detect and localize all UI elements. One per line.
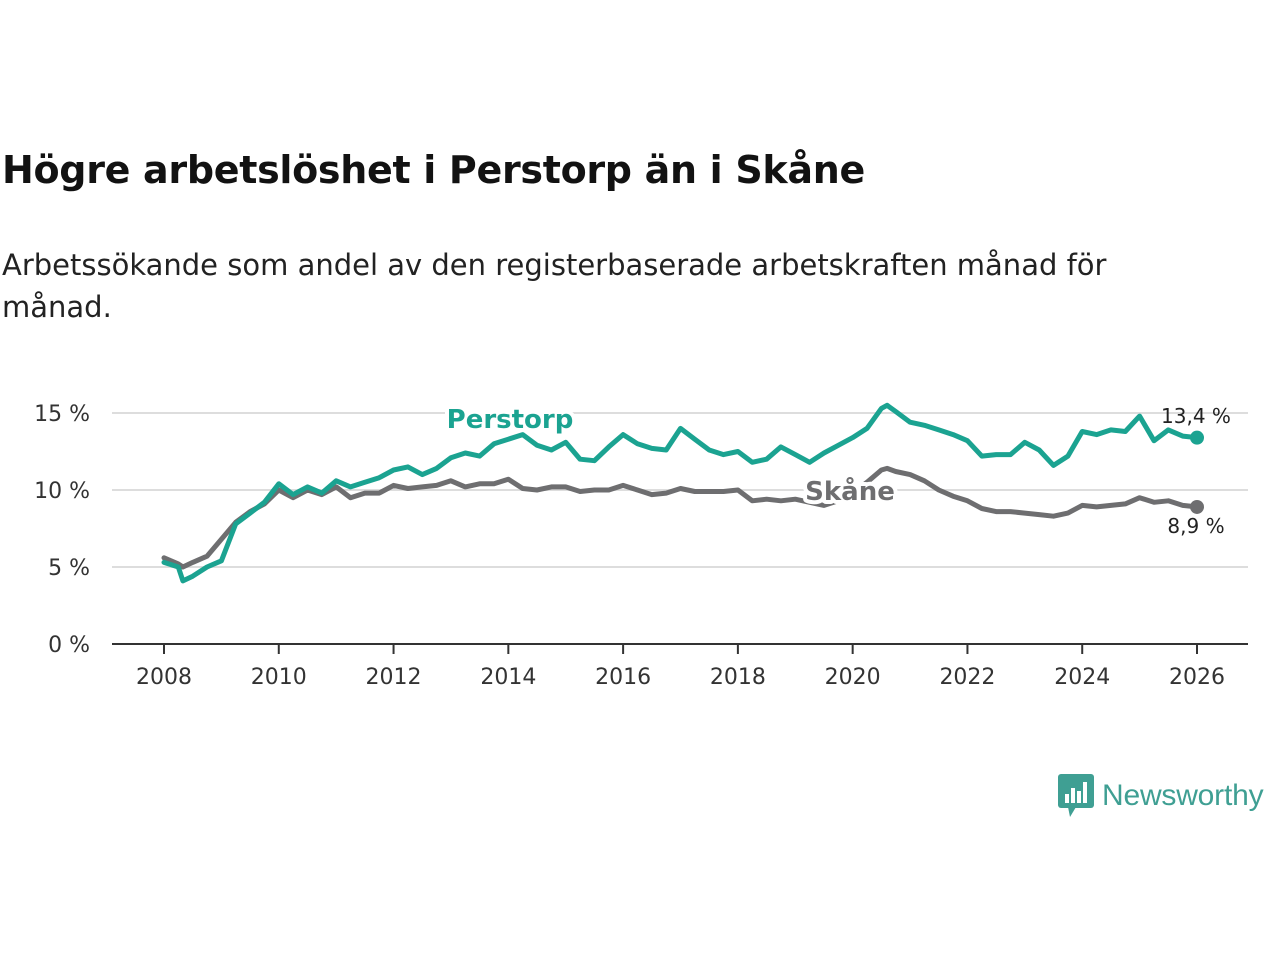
y-tick-label: 5 %: [48, 556, 90, 581]
x-tick-label: 2016: [595, 665, 651, 690]
end-label-skane: 8,9 %: [1167, 514, 1224, 538]
series-label-skane: Skåne: [805, 475, 895, 507]
newsworthy-logo-icon: [1058, 774, 1094, 817]
x-tick-label: 2008: [136, 665, 192, 690]
chart-subtitle: Arbetssökande som andel av den registerb…: [2, 248, 1107, 324]
x-tick-label: 2020: [825, 665, 881, 690]
series-line-skane: [161, 465, 1200, 570]
x-tick-label: 2014: [480, 665, 536, 690]
y-tick-label: 10 %: [34, 479, 90, 504]
chart-labels: 0 % 5 % 10 % 15 % 2008 2010 2012 2014 2016 2018 20…: [34, 401, 1231, 690]
y-tick-label: 15 %: [34, 402, 90, 427]
x-tick-label: 2024: [1054, 665, 1110, 690]
x-tick-label: 2026: [1169, 665, 1225, 690]
x-tick-label: 2012: [366, 665, 422, 690]
series-label-skane-halo: Skåne: [805, 475, 895, 507]
series-label-perstorp-halo: Perstorp: [447, 405, 574, 435]
x-tick-label: 2018: [710, 665, 766, 690]
chart-title: Högre arbetslöshet i Perstorp än i Skåne: [2, 148, 865, 192]
brand-name: Newsworthy: [1102, 779, 1264, 812]
series-lines: [161, 402, 1204, 584]
series-line-perstorp: [161, 402, 1200, 584]
x-axis: [112, 643, 1248, 654]
y-tick-label: 0 %: [48, 633, 90, 658]
x-tick-label: 2022: [939, 665, 995, 690]
end-point-perstorp: [1190, 430, 1204, 445]
series-label-perstorp: Perstorp: [447, 405, 574, 435]
end-point-skane: [1190, 499, 1204, 514]
brand-logo: Newsworthy: [1058, 774, 1264, 818]
end-label-perstorp: 13,4 %: [1161, 404, 1231, 428]
x-tick-label: 2010: [251, 665, 307, 690]
line-chart: 0 % 5 % 10 % 15 % 2008 2010 2012 2014 2016 2018 20…: [34, 401, 1248, 690]
